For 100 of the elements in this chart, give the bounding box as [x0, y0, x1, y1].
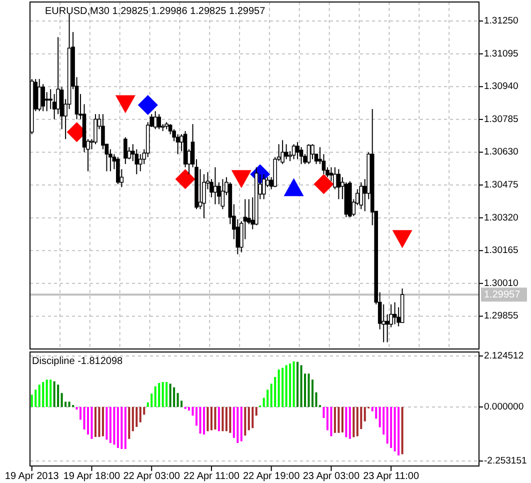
bar [42, 382, 44, 407]
bar [150, 394, 153, 407]
bar [348, 406, 351, 439]
bar [296, 362, 299, 407]
point [138, 95, 158, 116]
bar [80, 406, 82, 420]
bar [124, 406, 126, 449]
candlestick [336, 168, 341, 200]
bar [113, 406, 116, 445]
y-tick-label: 1.30630 [484, 146, 518, 158]
bar [50, 380, 52, 407]
bar [86, 406, 89, 435]
y-tick-label: 1.30320 [484, 212, 518, 224]
bar [206, 406, 209, 432]
bar [266, 390, 269, 407]
bar [173, 387, 176, 407]
bar [356, 406, 358, 436]
bar [166, 382, 168, 407]
bar [375, 406, 378, 419]
candlestick [138, 154, 142, 172]
y-tick-label: 1.30165 [484, 245, 518, 256]
bar [94, 406, 96, 437]
bar [158, 382, 160, 407]
bar [218, 406, 220, 432]
bar [244, 406, 246, 436]
bar [90, 406, 93, 439]
bar [322, 406, 325, 418]
x-tick-label: 19 Apr 18:00 [63, 471, 121, 482]
bar [352, 406, 355, 438]
bar [338, 406, 340, 433]
bar [285, 365, 288, 407]
candlestick [157, 114, 161, 130]
y-tick-label: 1.29855 [484, 310, 518, 322]
x-tick-label: 23 Apr 03:00 [302, 471, 360, 482]
bar [53, 381, 56, 407]
point [231, 170, 252, 188]
bar [274, 376, 276, 407]
bar [236, 406, 239, 443]
y-tick-label: 2.124512 [484, 350, 524, 362]
bar [229, 406, 232, 433]
bar [154, 386, 156, 407]
bar [176, 393, 179, 407]
bar [188, 406, 190, 411]
bar [398, 406, 400, 456]
point [392, 230, 412, 248]
bar [364, 406, 366, 422]
y-tick-label: 1.31250 [484, 16, 518, 27]
bar [210, 406, 212, 430]
bar [255, 406, 258, 416]
candlestick [333, 166, 337, 190]
x-tick-label: 22 Apr 19:00 [242, 471, 300, 482]
bar [345, 406, 348, 438]
bar [102, 406, 104, 436]
candlestick [220, 178, 225, 210]
bar [98, 406, 100, 437]
bar [289, 364, 292, 407]
bar [116, 406, 119, 448]
bar [394, 406, 396, 452]
y-tick-label: 1.31095 [484, 48, 518, 60]
bar [169, 384, 172, 407]
bar [334, 406, 336, 433]
y-tick-label: -2.253151 [484, 456, 527, 467]
point [66, 122, 87, 142]
x-tick-label: 19 Apr 2013 [4, 471, 60, 482]
bar [46, 380, 48, 407]
y-tick-label: 1.30475 [484, 180, 518, 191]
bar [139, 406, 142, 422]
point [284, 178, 304, 196]
x-tick-label: 22 Apr 03:00 [123, 471, 180, 482]
bar [401, 406, 404, 454]
candlestick [124, 136, 128, 165]
y-tick-label: 1.30940 [484, 81, 518, 92]
bar [38, 384, 40, 407]
candlestick [306, 144, 311, 165]
candlestick [310, 144, 314, 160]
candlestick [153, 110, 158, 130]
ref-line-label: 1.29957 [484, 289, 521, 300]
bar [341, 406, 344, 432]
y-tick-label: 1.30010 [484, 278, 518, 289]
chart-title: Discipline -1.812098 [32, 356, 124, 367]
point [175, 169, 196, 190]
candlestick [359, 182, 364, 210]
candlestick [213, 166, 218, 205]
bar [292, 361, 295, 407]
bar [202, 406, 205, 435]
bar [252, 406, 254, 428]
candlestick [37, 78, 42, 112]
bar [120, 406, 123, 449]
x-tick-label: 23 Apr 11:00 [363, 471, 420, 482]
point [314, 174, 334, 194]
bar [199, 406, 202, 434]
bar [240, 406, 242, 442]
bar [57, 384, 60, 407]
chart-title: EURUSD,M30 1.29825 1.29986 1.29825 1.29957 [45, 6, 266, 17]
bar [308, 374, 310, 407]
candlestick [280, 140, 284, 165]
bar [109, 406, 112, 443]
bar [282, 368, 284, 407]
x-tick-label: 22 Apr 11:00 [183, 471, 240, 482]
bar [300, 365, 302, 407]
